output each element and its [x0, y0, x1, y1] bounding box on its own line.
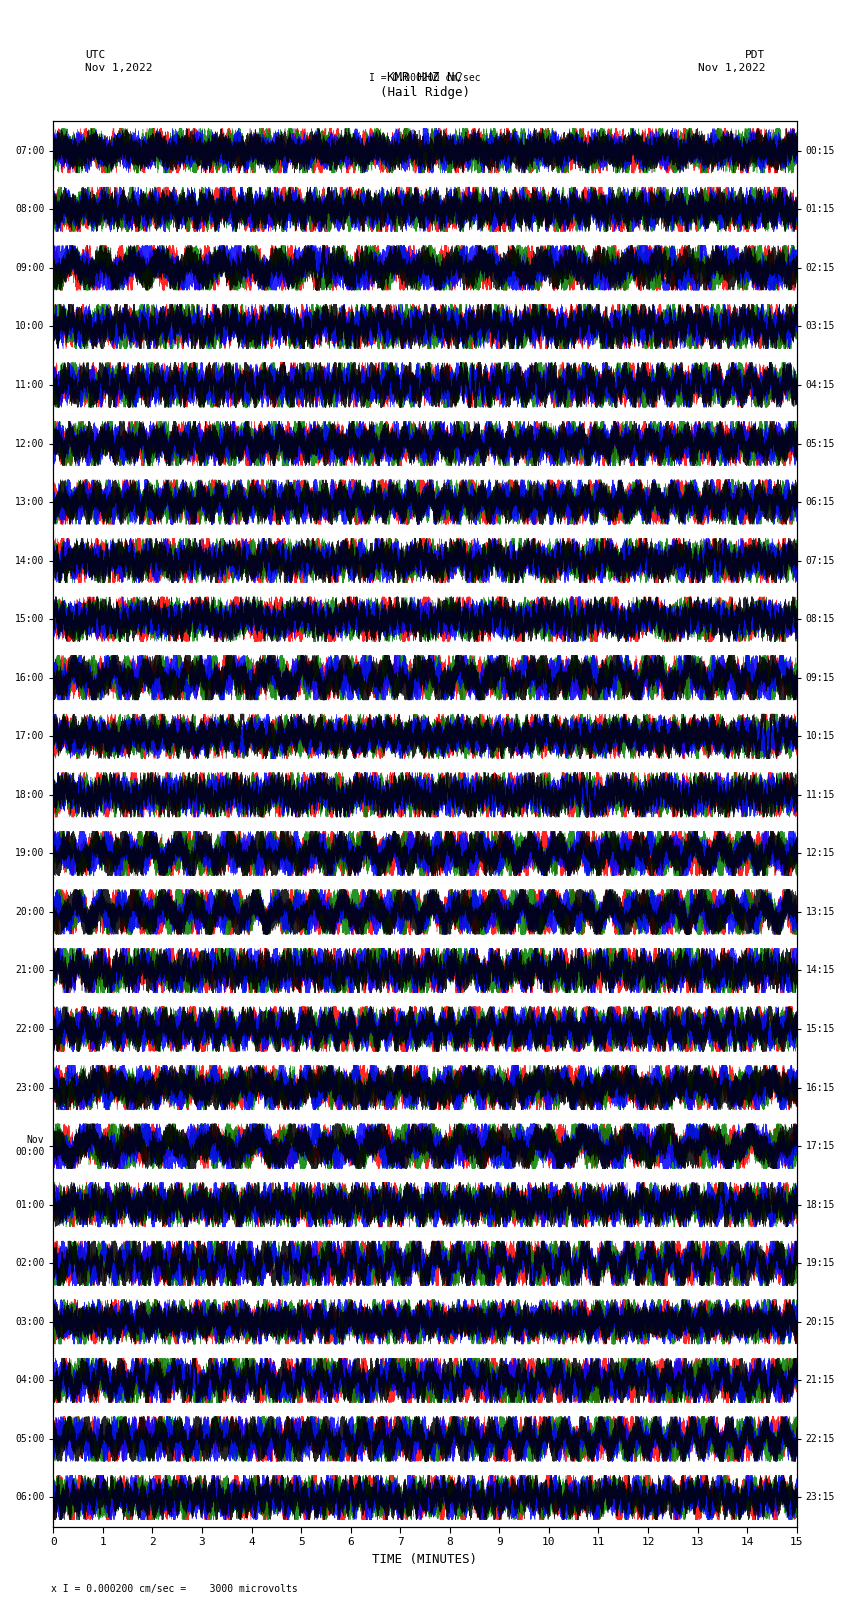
Text: UTC
Nov 1,2022: UTC Nov 1,2022 — [85, 50, 152, 73]
Text: I = 0.000200 cm/sec: I = 0.000200 cm/sec — [369, 73, 481, 82]
Text: x I = 0.000200 cm/sec =    3000 microvolts: x I = 0.000200 cm/sec = 3000 microvolts — [51, 1584, 298, 1594]
Text: PDT
Nov 1,2022: PDT Nov 1,2022 — [698, 50, 765, 73]
Title: KMR HHZ NC
(Hail Ridge): KMR HHZ NC (Hail Ridge) — [380, 71, 470, 100]
X-axis label: TIME (MINUTES): TIME (MINUTES) — [372, 1553, 478, 1566]
